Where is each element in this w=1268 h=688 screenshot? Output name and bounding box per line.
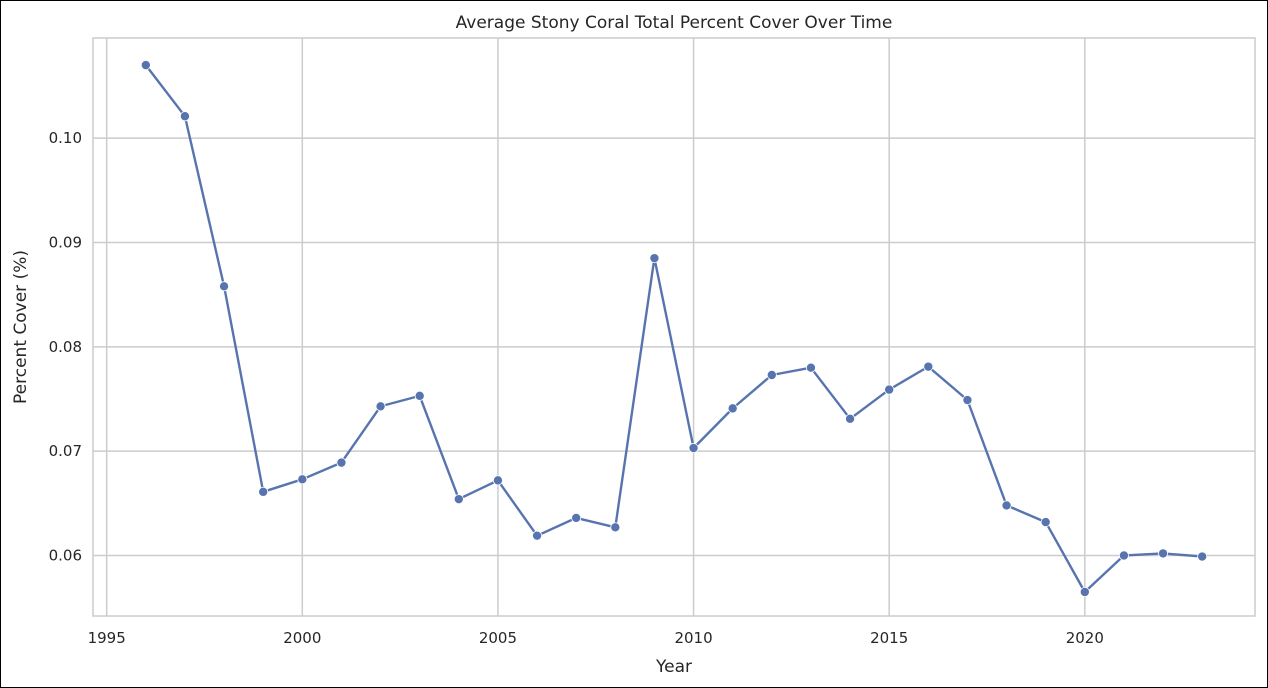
data-point (766, 369, 777, 380)
data-point (532, 530, 543, 541)
x-axis-label: Year (655, 657, 692, 677)
y-tick-label: 0.06 (49, 546, 82, 564)
y-axis-ticks: 0.06 0.07 0.08 0.09 0.10 (49, 129, 82, 564)
data-point (258, 486, 269, 497)
y-tick-label: 0.10 (49, 129, 82, 147)
x-axis-ticks: 1995 2000 2005 2010 2015 2020 (88, 629, 1104, 647)
data-point (962, 395, 973, 406)
data-point (414, 390, 425, 401)
data-point (1001, 500, 1012, 511)
data-point (453, 494, 464, 505)
data-point (1040, 517, 1051, 528)
y-axis-label: Percent Cover (%) (11, 250, 31, 404)
y-tick-label: 0.08 (49, 338, 82, 356)
grid (93, 38, 1255, 616)
data-point (727, 403, 738, 414)
x-tick-label: 1995 (88, 629, 126, 647)
data-point (884, 384, 895, 395)
y-tick-label: 0.09 (49, 233, 82, 251)
x-tick-label: 2010 (674, 629, 712, 647)
x-tick-label: 2015 (870, 629, 908, 647)
y-tick-label: 0.07 (49, 442, 82, 460)
data-point (805, 362, 816, 373)
data-point (571, 512, 582, 523)
x-tick-label: 2000 (283, 629, 321, 647)
data-point (845, 413, 856, 424)
data-point (140, 60, 151, 71)
data-point (649, 253, 660, 264)
data-point (336, 457, 347, 468)
plot-area (92, 37, 1256, 617)
series-layer (140, 60, 1208, 598)
data-point (1197, 551, 1208, 562)
data-point (923, 361, 934, 372)
data-point (688, 443, 699, 454)
data-point (492, 475, 503, 486)
series-line (144, 63, 1204, 594)
data-point (179, 111, 190, 122)
data-point (297, 474, 308, 485)
data-point (1118, 550, 1129, 561)
chart-title: Average Stony Coral Total Percent Cover … (456, 13, 893, 33)
data-point (1158, 548, 1169, 559)
data-point (219, 281, 230, 292)
data-point (1079, 587, 1090, 598)
data-point (375, 401, 386, 412)
x-tick-label: 2005 (479, 629, 517, 647)
data-point (610, 522, 621, 533)
x-tick-label: 2020 (1066, 629, 1104, 647)
